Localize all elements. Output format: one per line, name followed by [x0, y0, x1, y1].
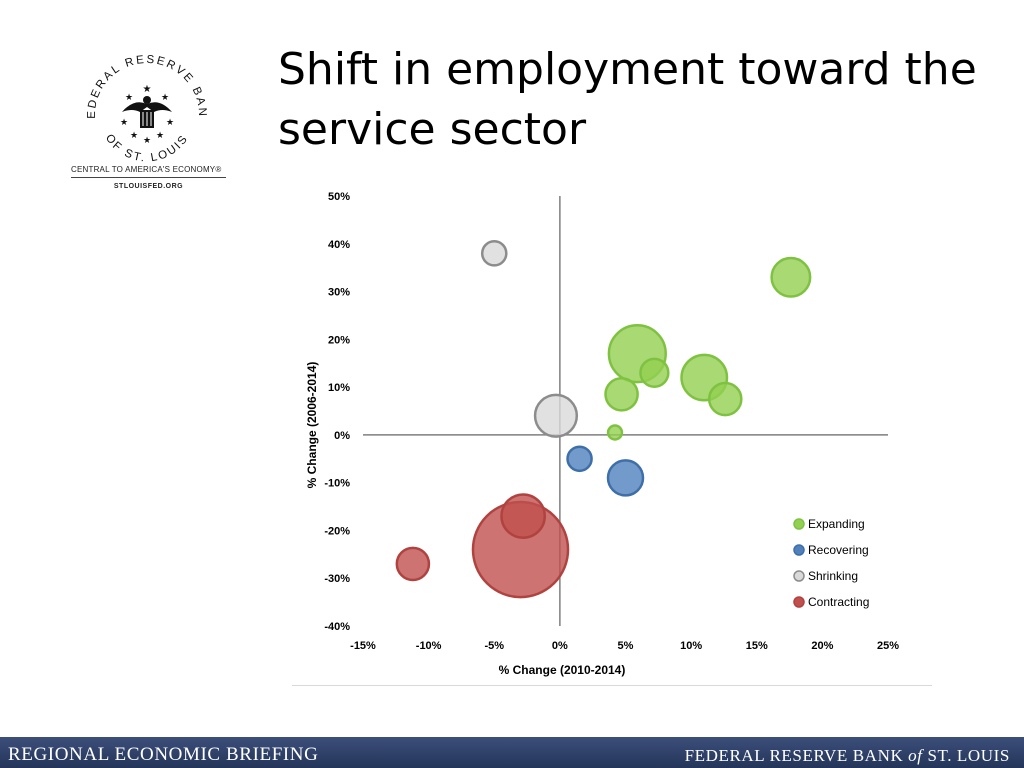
x-axis-label: % Change (2010-2014) [499, 663, 626, 677]
bubble-shrinking [480, 240, 508, 267]
bubble-expanding [604, 376, 639, 412]
bubble-expanding [707, 381, 743, 417]
bubble-shrinking [533, 393, 579, 438]
footer-bank-name: FEDERAL RESERVE BANK of ST. LOUIS [685, 746, 1010, 766]
x-tick-label: -5% [484, 640, 504, 652]
chart-legend: Expanding Recovering Shrinking Contracting [793, 517, 869, 609]
bubble-expanding [770, 256, 812, 298]
y-tick-label: 20% [328, 334, 350, 346]
y-tick-label: -10% [324, 478, 350, 490]
slide-title-line-1: Shift in employment toward the [278, 44, 977, 95]
footer-briefing-title: REGIONAL ECONOMIC BRIEFING [8, 744, 319, 765]
chart-divider [292, 685, 932, 686]
y-tick-label: 40% [328, 239, 350, 251]
x-tick-label: 25% [877, 640, 899, 652]
logo-divider [71, 177, 226, 178]
y-tick-label: -20% [324, 525, 350, 537]
x-tick-label: 0% [552, 640, 568, 652]
legend-label-shrinking: Shrinking [808, 569, 858, 583]
y-tick-label: 0% [334, 430, 350, 442]
legend-label-expanding: Expanding [808, 517, 865, 531]
x-tick-label: 5% [618, 640, 634, 652]
legend-label-contracting: Contracting [808, 595, 869, 609]
legend-marker-expanding [793, 518, 805, 530]
legend-label-recovering: Recovering [808, 543, 869, 557]
star-icon: ★ [156, 130, 164, 140]
x-tick-label: 10% [680, 640, 702, 652]
footer-bar: REGIONAL ECONOMIC BRIEFING FEDERAL RESER… [0, 737, 1024, 768]
bubble-recovering [606, 459, 645, 497]
legend-marker-shrinking [793, 570, 805, 582]
federal-reserve-seal-logo: FEDERAL RESERVE BANK OF ST. LOUIS ★ ★ ★ … [62, 30, 206, 164]
bubble-expanding [639, 357, 670, 388]
logo-url: STLOUISFED.ORG [113, 183, 184, 190]
eagle-icon [122, 96, 172, 128]
x-tick-labels: -15% -10% -5% 0% 5% 10% 15% 20% 25% [350, 640, 899, 652]
x-tick-label: 15% [746, 640, 768, 652]
y-tick-label: -40% [324, 621, 350, 633]
slide-title-line-2: service sector [278, 104, 587, 155]
y-tick-label: 10% [328, 382, 350, 394]
star-icon: ★ [161, 92, 169, 102]
chart-bubbles [395, 240, 812, 599]
bubble-contracting [500, 493, 547, 539]
star-icon: ★ [166, 117, 174, 127]
footer-bank-name-of: of [908, 746, 923, 765]
y-tick-label: 30% [328, 287, 350, 299]
star-icon: ★ [125, 92, 133, 102]
star-icon: ★ [143, 135, 151, 145]
legend-marker-recovering [793, 544, 805, 556]
footer-bank-name-b: ST. LOUIS [922, 746, 1010, 765]
slide-title: Shift in employment toward the service s… [278, 40, 978, 160]
bubble-chart: -15% -10% -5% 0% 5% 10% 15% 20% 25% 50% 40% 30% 20%… [305, 191, 899, 677]
star-icon: ★ [143, 84, 152, 95]
x-tick-label: -10% [416, 640, 442, 652]
x-tick-label: 20% [811, 640, 833, 652]
y-tick-label: -30% [324, 573, 350, 585]
logo-tagline: CENTRAL TO AMERICA'S ECONOMY® [71, 165, 222, 174]
legend-marker-contracting [793, 596, 805, 608]
footer-bank-name-a: FEDERAL RESERVE BANK [684, 746, 909, 765]
y-axis-label: % Change (2006-2014) [305, 362, 319, 489]
y-tick-labels: 50% 40% 30% 20% 10% 0% -10% -20% -30% -40% [324, 191, 350, 633]
star-icon: ★ [120, 117, 128, 127]
star-icon: ★ [130, 130, 138, 140]
bubble-contracting [395, 546, 431, 582]
bubble-expanding [606, 424, 624, 441]
x-tick-label: -15% [350, 640, 376, 652]
y-tick-label: 50% [328, 191, 350, 203]
bubble-recovering [566, 445, 593, 473]
